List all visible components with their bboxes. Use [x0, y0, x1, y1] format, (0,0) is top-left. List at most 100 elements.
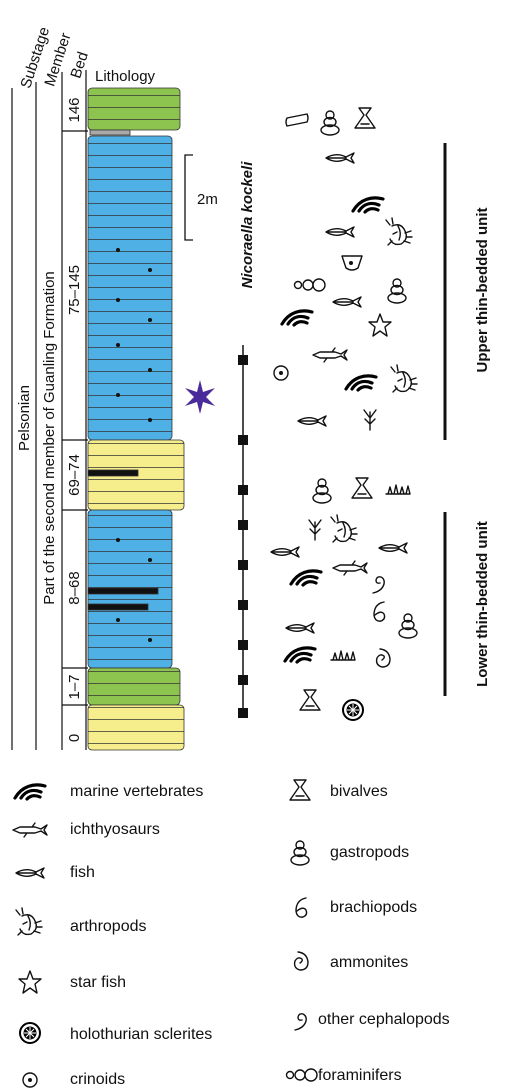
headers-label: Bed: [67, 50, 91, 81]
legend-label: bivalves: [330, 783, 388, 800]
bivalve-icon: [355, 108, 375, 128]
species-label: Nicoraella kockeli: [239, 161, 256, 289]
lithology-column-rect: [88, 668, 180, 705]
brachio-icon: [296, 898, 307, 917]
gastro-icon: [399, 614, 417, 638]
ichthy-icon: [13, 823, 47, 837]
lithology-column-g-circle: [148, 318, 152, 322]
beds-label: 8–68: [66, 571, 83, 604]
vert-icon: [346, 376, 376, 390]
vert-icon: [285, 648, 315, 662]
vert-icon: [15, 785, 45, 799]
legend-label: star fish: [70, 974, 126, 991]
conodont-range-g-rect: [238, 560, 248, 570]
legend-label: other cephalopods: [318, 1011, 450, 1028]
conodont-range-g-rect: [238, 485, 248, 495]
arthro-icon: [16, 908, 42, 935]
lithology-column-g-circle: [116, 393, 120, 397]
conodont-range-g-rect: [238, 355, 248, 365]
gastro-icon: [388, 279, 406, 303]
column-labels: Pelsonian Part of the second member of G…: [16, 97, 83, 742]
crinoid-icon: [23, 1073, 37, 1087]
vert-icon: [291, 571, 321, 585]
star-icon: [369, 314, 391, 336]
foram-icon: [287, 1069, 318, 1081]
arthro-icon: [386, 218, 412, 245]
arthro-icon: [331, 515, 357, 542]
vert-icon: [353, 198, 383, 212]
sprig-icon: [364, 410, 376, 430]
beds-label: 1–7: [66, 674, 83, 699]
legend-label: crinoids: [70, 1071, 125, 1088]
gastro-icon: [313, 479, 331, 503]
lithology-column-g-circle: [116, 618, 120, 622]
grass-icon: [386, 485, 410, 494]
legend-label: foraminifers: [318, 1067, 402, 1084]
bivalve-icon: [352, 478, 372, 498]
lithology-column-rect: [88, 705, 184, 750]
star-icon: [19, 971, 41, 993]
slab-icon: [286, 114, 308, 126]
crinoid-icon: [274, 366, 288, 380]
fish-icon: [298, 416, 326, 426]
scale-label: 2m: [197, 191, 218, 208]
fish-icon: [286, 623, 314, 633]
lithology-column-g-circle: [148, 368, 152, 372]
vert-icon: [282, 311, 312, 325]
fish-icon: [379, 543, 407, 553]
legend-label: fish: [70, 864, 95, 881]
legend-label: arthropods: [70, 918, 147, 935]
stratigraphic-figure: Substage Member Bed Lithology Pelsonian …: [0, 0, 525, 1091]
half-icon: [342, 256, 362, 270]
ammonite-icon: [295, 952, 308, 970]
beds-label: 0: [66, 734, 83, 742]
legend-label: marine vertebrates: [70, 783, 203, 800]
lithology-column-rect: [88, 604, 148, 610]
unit-bars: Upper thin-bedded unit Lower thin-bedded…: [445, 143, 491, 696]
conodont-range: Nicoraella kockeli: [238, 161, 256, 718]
sprig-icon: [309, 520, 321, 540]
holo-icon: [20, 1023, 40, 1043]
gastro-icon: [321, 111, 339, 135]
lithology-column-g-circle: [116, 298, 120, 302]
fish-icon: [16, 868, 44, 878]
lithology-column-g-circle: [116, 248, 120, 252]
ichthy-icon: [333, 561, 367, 575]
lithology-column-g-circle: [148, 558, 152, 562]
ichthy-icon: [313, 348, 347, 362]
ammonite-icon: [377, 649, 390, 667]
legend-label: ichthyosaurs: [70, 821, 160, 838]
legend-label: ammonites: [330, 954, 408, 971]
event-star: [185, 380, 215, 414]
ceph-icon: [373, 577, 384, 593]
lithology-column-g-circle: [148, 638, 152, 642]
conodont-range-g-rect: [238, 708, 248, 718]
ceph-icon: [295, 1014, 306, 1030]
legend-label: brachiopods: [330, 899, 417, 916]
units-label: Lower thin-bedded unit: [474, 521, 491, 687]
gastro-icon: [291, 841, 309, 865]
fish-icon: [271, 547, 299, 557]
legend-label: gastropods: [330, 844, 409, 861]
units-label: Upper thin-bedded unit: [474, 208, 491, 373]
beds-label: 146: [66, 97, 83, 122]
conodont-range-g-rect: [238, 520, 248, 530]
lithology-column-g-circle: [148, 268, 152, 272]
bivalve-icon: [290, 780, 310, 800]
beds-label: 75–145: [66, 265, 83, 315]
scale-bar: 2m: [185, 155, 218, 240]
fossil-icons: [271, 108, 417, 720]
legend-label: holothurian sclerites: [70, 1026, 212, 1043]
holo-icon: [343, 700, 363, 720]
conodont-range-g-rect: [238, 675, 248, 685]
substage-label: Pelsonian: [16, 385, 33, 451]
scale-bar-path: [185, 155, 193, 240]
fish-icon: [326, 153, 354, 163]
beds-label: 69–74: [66, 454, 83, 496]
arthro-icon: [391, 365, 417, 392]
lithology-column-g-circle: [116, 538, 120, 542]
brachio-icon: [374, 602, 385, 621]
lithology-column-rect: [88, 136, 172, 440]
member-label: Part of the second member of Guanling Fo…: [41, 271, 58, 605]
fish-icon: [326, 227, 354, 237]
